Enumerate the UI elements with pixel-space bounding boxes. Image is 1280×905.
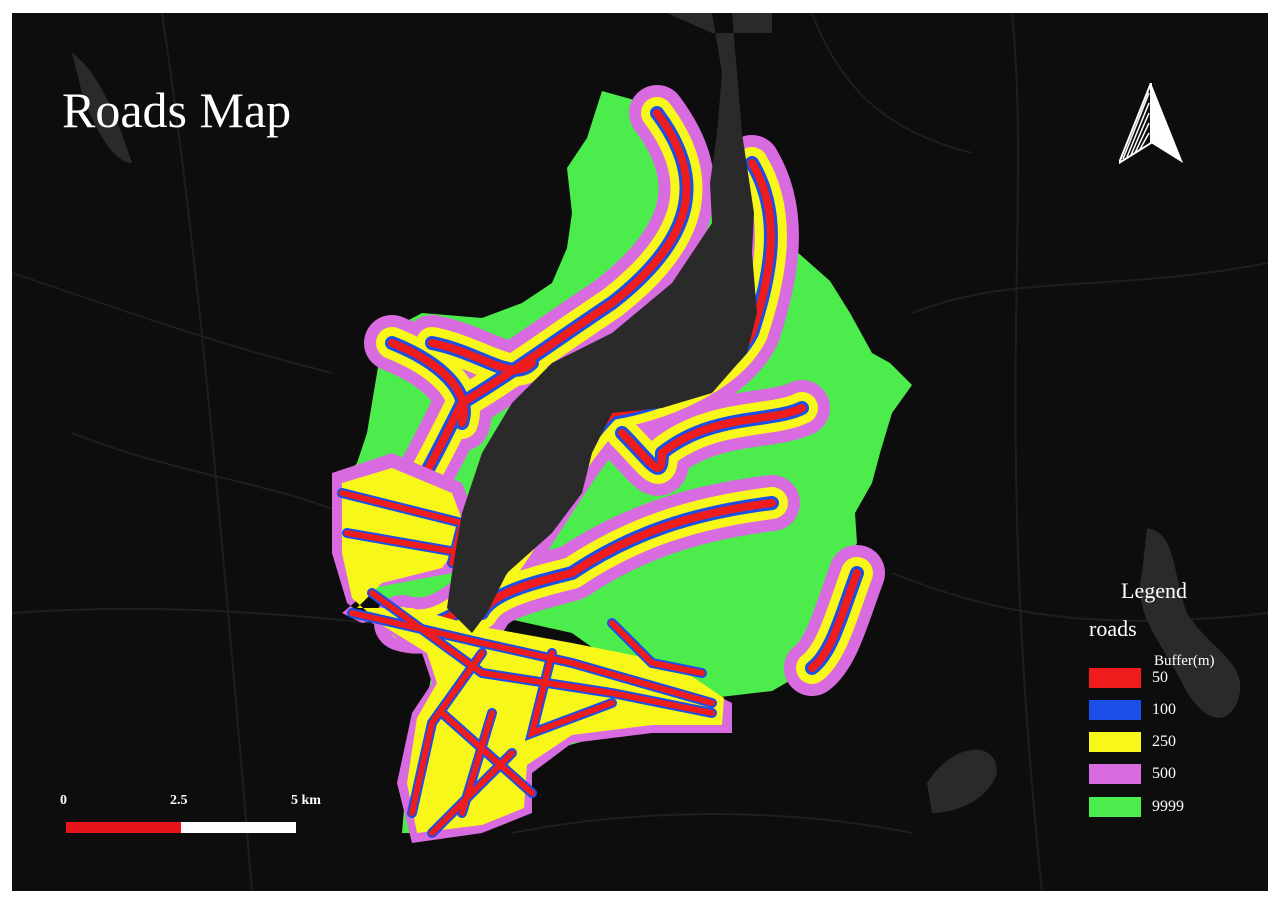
legend-swatch bbox=[1089, 700, 1141, 720]
basemap-lake-small bbox=[1140, 528, 1241, 718]
legend-field-name: Buffer(m) bbox=[1154, 653, 1215, 669]
legend-item: 500 bbox=[1089, 763, 1176, 785]
scale-bar-segment bbox=[66, 822, 181, 833]
legend-swatch bbox=[1089, 732, 1141, 752]
north-arrow-icon bbox=[1119, 83, 1183, 165]
legend-item: 9999 bbox=[1089, 796, 1184, 818]
legend-title: Legend bbox=[1121, 578, 1187, 603]
legend-item: 100 bbox=[1089, 699, 1176, 721]
southern-road-network bbox=[332, 453, 732, 843]
basemap-lake-west bbox=[72, 53, 132, 163]
legend-label: 50 bbox=[1152, 669, 1168, 686]
legend-label: 9999 bbox=[1152, 798, 1184, 815]
legend-item: 50 bbox=[1089, 667, 1168, 689]
legend-layer-name: roads bbox=[1089, 616, 1137, 641]
map-title: Roads Map bbox=[62, 82, 292, 138]
legend-label: 250 bbox=[1152, 733, 1176, 750]
scale-bar-segment bbox=[181, 822, 296, 833]
basemap-roads bbox=[12, 13, 1268, 891]
map-canvas bbox=[12, 13, 1268, 891]
legend-swatch bbox=[1089, 797, 1141, 817]
legend-label: 100 bbox=[1152, 701, 1176, 718]
scale-label-mid: 2.5 bbox=[170, 793, 188, 808]
basemap-lake-south bbox=[927, 749, 997, 813]
scale-label-end: 5 km bbox=[291, 793, 321, 808]
lake bbox=[447, 13, 772, 633]
map-frame: Roads Map Legend roads Buffer(m) 50 100 … bbox=[12, 13, 1268, 891]
legend-swatch bbox=[1089, 668, 1141, 688]
legend-label: 500 bbox=[1152, 765, 1176, 782]
legend-swatch bbox=[1089, 764, 1141, 784]
scale-label-start: 0 bbox=[60, 793, 67, 808]
legend-item: 250 bbox=[1089, 731, 1176, 753]
